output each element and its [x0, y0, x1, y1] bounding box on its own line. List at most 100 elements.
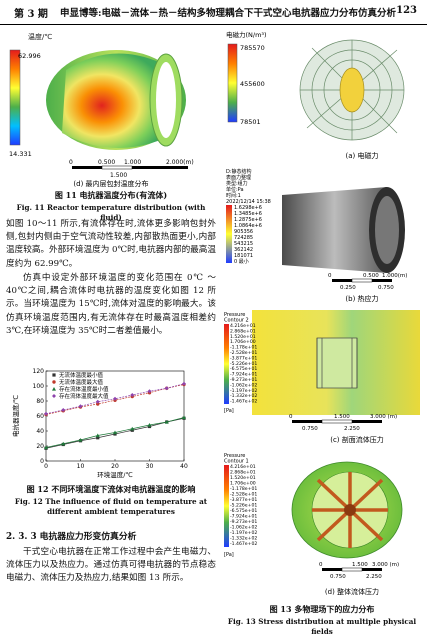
data-point	[95, 399, 100, 404]
data-point	[78, 404, 83, 409]
data-point	[130, 426, 135, 431]
data-point	[130, 393, 135, 397]
section-heading: 2. 3. 3 电抗器应力形变仿真分析	[6, 532, 137, 542]
data-point	[61, 408, 66, 412]
fig11-caption-en: Fig. 11 Reactor temperature distribution…	[16, 203, 206, 222]
svg-text:0.500: 0.500	[98, 159, 115, 166]
running-title: 申显博等:电磁－流体－热－结构多物理耦合下干式空心电抗器应力分布仿真分析	[60, 8, 397, 19]
y-tick-label: 20	[36, 443, 44, 450]
fig13c-scale-bar: 0 1.500 3.000 (m) 0.750 2.250	[289, 414, 397, 432]
data-point	[164, 420, 169, 424]
fig13a-color-bar	[227, 43, 238, 123]
svg-text:0.750: 0.750	[330, 574, 346, 580]
running-header: 第 3 期 申显博等:电磁－流体－热－结构多物理耦合下干式空心电抗器应力分布仿真…	[0, 0, 427, 25]
fig13a-image: 电磁力(N/m³) 785570 455600 78501 (a) 电磁力	[222, 28, 422, 162]
fig12-caption-cn: 图 12 不同环境温度下流体对电抗器温度的影响	[26, 484, 196, 494]
legend-entry: 存在流体温度最大值	[59, 392, 109, 400]
fig13d-reactor-model	[291, 461, 403, 559]
fig13a-min: 78501	[240, 118, 261, 126]
x-tick-label: 10	[77, 463, 85, 470]
legend-entry: 无流体温度最小值	[59, 371, 104, 379]
issue-number: 第 3 期	[14, 9, 48, 20]
fig13b-subcaption: (b) 热应力	[345, 294, 378, 303]
fig13a-max: 785570	[240, 44, 265, 52]
fig13b-scale-bar: 0 0.500 1.000(m) 0.250 0.750	[328, 273, 407, 291]
fig13d-legend: Pressure Contour 1 4.216e+01 2.868e+01 1.…	[224, 453, 259, 558]
data-point	[52, 394, 56, 398]
data-point	[44, 411, 48, 416]
svg-text:1.500: 1.500	[334, 414, 350, 420]
x-tick-label: 30	[146, 463, 154, 470]
svg-text:2.250: 2.250	[344, 426, 360, 432]
fig13c-image: Pressure Contour 2 4.216e+01 2.868e+01 1.…	[222, 308, 422, 448]
fig13d-subcaption: (d) 整体流体压力	[325, 587, 379, 596]
x-tick-label: 40	[180, 463, 188, 470]
fig13b-legend: D:静态结构 表面力整理 类型:组力 单位:Pa 时间:1 2022/12/14…	[226, 168, 271, 265]
cylinder-hole	[156, 62, 176, 138]
svg-text:1.000: 1.000	[124, 159, 141, 166]
y-tick-label: 100	[33, 383, 45, 390]
y-tick-label: 0	[40, 458, 44, 465]
svg-text:0.500: 0.500	[363, 273, 379, 279]
data-point	[52, 373, 56, 377]
y-tick-label: 120	[33, 368, 45, 375]
fig13b-reactor-model	[282, 187, 405, 273]
fig13a-legend-title: 电磁力(N/m³)	[226, 30, 267, 39]
data-point	[113, 396, 117, 401]
svg-text:0.250: 0.250	[340, 285, 356, 291]
data-point	[61, 441, 66, 446]
legend-entry: 存在流体温度最小值	[59, 385, 109, 393]
paragraph-1: 如图 10～11 所示,有流体存在时,流体更多影响包封外侧,包封内侧由于空气流动…	[6, 219, 216, 269]
data-point	[164, 386, 169, 391]
svg-text:0.750: 0.750	[378, 285, 394, 291]
fig13b-image: D:静态结构 表面力整理 类型:组力 单位:Pa 时间:1 2022/12/14…	[222, 165, 422, 305]
fig13-caption-cn: 图 13 多物理场下的应力分布	[269, 604, 375, 614]
paragraph-2: 仿真中设定外部环境温度的变化范围在 0℃ ～40℃之间,耦合流体时电抗器的温度变…	[6, 273, 216, 336]
x-tick-label: 0	[44, 463, 48, 470]
svg-text:2.000(m): 2.000(m)	[166, 159, 194, 166]
fig13c-legend: Pressure Contour 2 4.216e+01 2.868e+01 1.…	[222, 310, 259, 415]
fig13c-reactor-section	[316, 337, 358, 389]
fig11-image: 温度/℃ 62.996 14.331 0 0.500 1.000 2.000(m…	[6, 28, 216, 188]
fig12-chart: 0 10 20 30 40 0 20 40 60 80 100 120 环境温度/℃ 电抗器温度/℃ 无流体…	[6, 365, 216, 483]
fig13c-subcaption: (c) 剖面流体压力	[330, 435, 384, 444]
data-point	[182, 415, 186, 420]
data-point	[44, 445, 48, 450]
svg-text:0: 0	[328, 273, 332, 279]
fig11-min: 14.331	[9, 150, 32, 158]
y-tick-label: 80	[36, 398, 44, 405]
fig13d-scale-bar: 0 1.500 3.000 (m) 0.750 2.250	[319, 562, 399, 580]
x-tick-label: 20	[111, 463, 119, 470]
svg-text:4.216e+01 2.868e+01: 4.216e+01 2.868e+01 1.520e+01 1.706e+00 …	[230, 323, 259, 405]
svg-text:[Pa]: [Pa]	[224, 408, 234, 414]
fig13a-reactor-model	[299, 39, 405, 141]
fig11-color-bar	[9, 49, 21, 146]
svg-text:3.000 (m): 3.000 (m)	[370, 414, 397, 420]
data-point	[52, 380, 56, 384]
data-point	[95, 433, 100, 438]
svg-text:[Pa]: [Pa]	[224, 552, 234, 558]
svg-text:3.000 (m): 3.000 (m)	[372, 562, 399, 568]
fig13a-mid: 455600	[240, 80, 265, 88]
svg-text:4.216e+01 2.868e+01: 4.216e+01 2.868e+01 1.520e+01 1.706e+00 …	[230, 464, 259, 547]
svg-text:D:静态结构 表面力整理 类: D:静态结构 表面力整理 类型:组力 单位:Pa 时间:1 2022/12/14…	[226, 168, 271, 205]
fig11-subcaption: (d) 最内层包封温度分布	[73, 179, 148, 188]
data-point	[52, 387, 56, 391]
data-point	[182, 381, 186, 386]
fig11-max: 62.996	[18, 52, 41, 60]
fig13-caption-en: Fig. 13 Stress distribution at multiple …	[227, 617, 417, 636]
y-tick-label: 60	[36, 413, 44, 420]
data-point	[147, 423, 152, 427]
svg-text:1.500: 1.500	[352, 562, 368, 568]
svg-text:2.250: 2.250	[366, 574, 382, 580]
fig11-legend-title: 温度/℃	[28, 32, 52, 41]
data-point	[113, 430, 117, 435]
svg-text:0: 0	[69, 159, 73, 166]
fig13a-subcaption: (a) 电磁力	[346, 151, 379, 160]
fig11-scale-bar: 0 0.500 1.000 2.000(m) 1.500	[69, 159, 194, 179]
x-axis-label: 环境温度/℃	[97, 470, 133, 479]
y-axis-label: 电抗器温度/℃	[11, 395, 20, 437]
svg-text:1.000(m): 1.000(m)	[382, 273, 407, 279]
